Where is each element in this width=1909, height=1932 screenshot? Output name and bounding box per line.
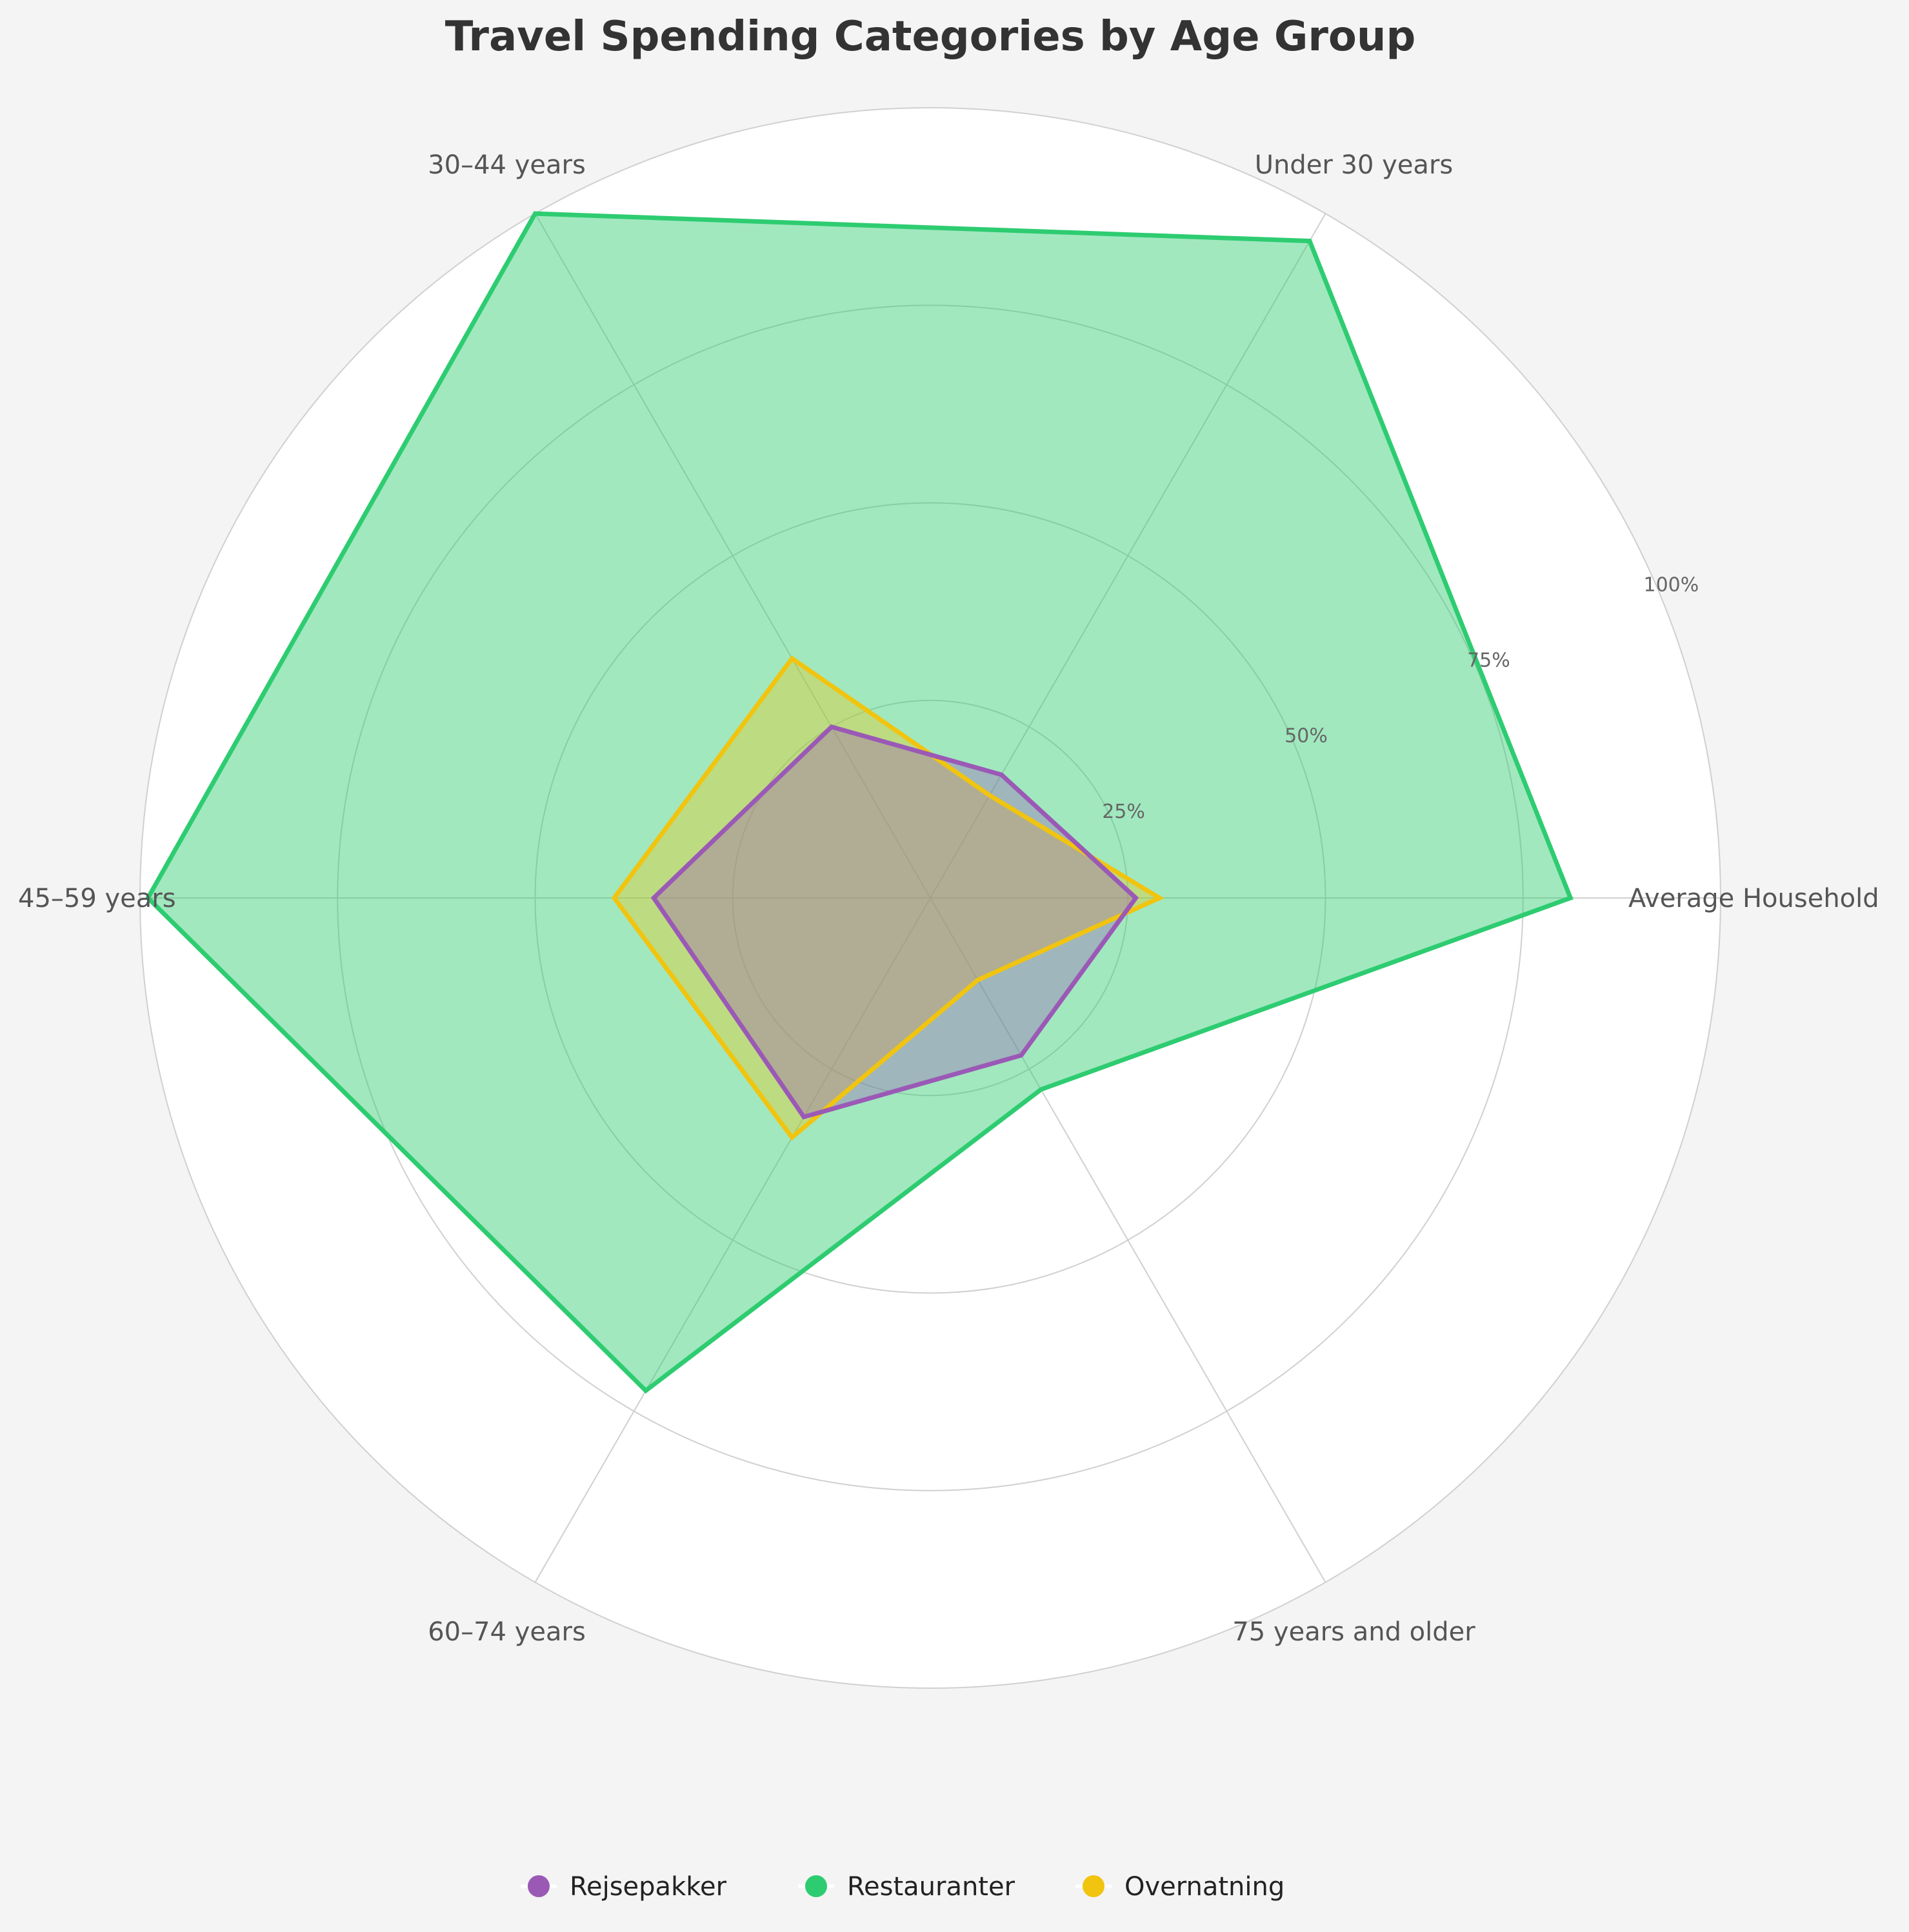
series-layer — [145, 211, 1574, 1394]
legend-marker-overnatning — [1083, 1875, 1104, 1897]
grid-spoke-2 — [534, 213, 931, 899]
legend-label-overnatning: Overnatning — [1124, 1872, 1284, 1902]
category-label-5: 75 years and older — [1232, 1617, 1475, 1647]
category-label-3: 45–59 years — [18, 884, 176, 913]
legend: Rejsepakker Restauranter Overnatning — [521, 1872, 1284, 1902]
series-line-overnatning — [611, 655, 1164, 1141]
legend-marker-rejsepakker — [528, 1875, 550, 1897]
grid-spoke-5 — [930, 897, 1326, 1583]
radial-tick-label-50: 50% — [1284, 725, 1328, 748]
radial-tick-labels: 25% 50% 75% 100% — [1102, 573, 1699, 823]
category-label-2: 30–44 years — [428, 150, 586, 180]
legend-marker-restauranter — [805, 1875, 827, 1897]
category-label-4: 60–74 years — [428, 1617, 586, 1647]
radial-tick-label-100: 100% — [1643, 573, 1699, 596]
radial-tick-label-25: 25% — [1102, 801, 1145, 823]
grid-spoke-1 — [930, 213, 1326, 899]
grid-spoke-4 — [534, 897, 931, 1583]
series-line-restauranter — [145, 211, 1574, 1394]
radial-tick-label-75: 75% — [1467, 650, 1510, 672]
category-labels: Average Household Under 30 years 30–44 yea… — [18, 150, 1879, 1647]
category-label-1: Under 30 years — [1255, 150, 1453, 180]
category-label-0: Average Household — [1628, 884, 1879, 913]
series-fill-restauranter — [148, 214, 1571, 1391]
series-line-rejsepakker — [650, 724, 1139, 1120]
series-fill-overnatning — [614, 658, 1160, 1138]
chart-title: Travel Spending Categories by Age Group — [445, 13, 1416, 61]
polar-grid — [139, 107, 1721, 1689]
legend-label-restauranter: Restauranter — [847, 1872, 1015, 1902]
series-fill-rejsepakker — [654, 726, 1136, 1117]
legend-label-rejsepakker: Rejsepakker — [570, 1872, 727, 1902]
